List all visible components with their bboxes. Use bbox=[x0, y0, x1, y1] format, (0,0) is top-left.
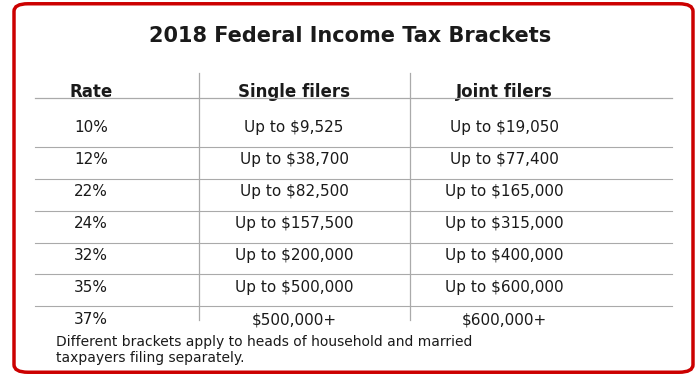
Text: 24%: 24% bbox=[74, 216, 108, 231]
Text: Single filers: Single filers bbox=[238, 83, 350, 101]
Text: $600,000+: $600,000+ bbox=[461, 312, 547, 327]
Text: $500,000+: $500,000+ bbox=[251, 312, 337, 327]
Text: 32%: 32% bbox=[74, 248, 108, 263]
Text: Rate: Rate bbox=[69, 83, 113, 101]
Text: Up to $38,700: Up to $38,700 bbox=[239, 152, 349, 167]
Text: 22%: 22% bbox=[74, 184, 108, 199]
Text: 12%: 12% bbox=[74, 152, 108, 167]
Text: Up to $400,000: Up to $400,000 bbox=[444, 248, 564, 263]
Text: 37%: 37% bbox=[74, 312, 108, 327]
Text: Up to $82,500: Up to $82,500 bbox=[239, 184, 349, 199]
Text: Up to $19,050: Up to $19,050 bbox=[449, 120, 559, 135]
Text: Up to $600,000: Up to $600,000 bbox=[444, 280, 564, 295]
Text: Up to $500,000: Up to $500,000 bbox=[234, 280, 354, 295]
Text: 2018 Federal Income Tax Brackets: 2018 Federal Income Tax Brackets bbox=[149, 26, 551, 46]
Text: Different brackets apply to heads of household and married
taxpayers filing sepa: Different brackets apply to heads of hou… bbox=[56, 335, 473, 365]
Text: Up to $315,000: Up to $315,000 bbox=[444, 216, 564, 231]
Text: Up to $9,525: Up to $9,525 bbox=[244, 120, 344, 135]
FancyBboxPatch shape bbox=[14, 4, 693, 372]
Text: Up to $200,000: Up to $200,000 bbox=[234, 248, 354, 263]
Text: 35%: 35% bbox=[74, 280, 108, 295]
Text: Up to $165,000: Up to $165,000 bbox=[444, 184, 564, 199]
Text: 10%: 10% bbox=[74, 120, 108, 135]
Text: Joint filers: Joint filers bbox=[456, 83, 552, 101]
Text: Up to $157,500: Up to $157,500 bbox=[234, 216, 354, 231]
Text: Up to $77,400: Up to $77,400 bbox=[449, 152, 559, 167]
